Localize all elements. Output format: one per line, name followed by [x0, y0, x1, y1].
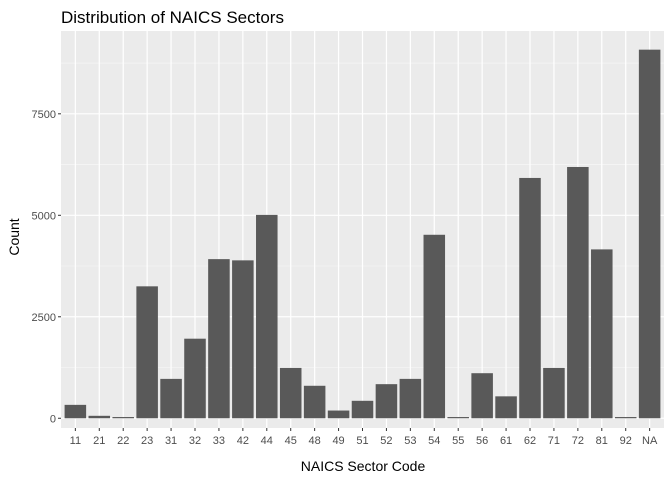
x-axis-title: NAICS Sector Code — [301, 458, 426, 474]
x-tick-label: NA — [642, 435, 658, 447]
x-tick-label: 52 — [380, 435, 392, 447]
y-tick-label: 2500 — [32, 312, 56, 324]
bar-54 — [423, 234, 446, 419]
bar-22 — [112, 417, 134, 419]
bar-81 — [591, 249, 613, 419]
bar-44 — [256, 214, 278, 419]
x-tick-label: 72 — [572, 435, 584, 447]
bar-62 — [519, 177, 541, 419]
x-tick-label: 53 — [404, 435, 416, 447]
bar-11 — [64, 404, 87, 419]
bar-61 — [495, 396, 517, 419]
bar-49 — [327, 410, 350, 419]
x-tick-label: 61 — [500, 435, 512, 447]
x-tick-label: 33 — [213, 435, 225, 447]
bar-71 — [543, 367, 565, 419]
bars — [64, 49, 661, 419]
major-gridlines — [61, 31, 664, 428]
x-tick-label: 56 — [476, 435, 488, 447]
bar-31 — [160, 378, 182, 419]
x-tick-label: 51 — [356, 435, 368, 447]
x-axis: 11 21 22 23 31 32 33 42 44 45 48 49 51 52 53 54 55 56 61 62… — [70, 428, 658, 447]
bar-51 — [351, 400, 374, 419]
y-tick-label: 7500 — [32, 109, 56, 121]
bar-21 — [88, 415, 111, 419]
bar-23 — [136, 286, 158, 419]
x-tick-label: 22 — [117, 435, 129, 447]
x-tick-label: 21 — [93, 435, 105, 447]
x-tick-label: 49 — [332, 435, 344, 447]
x-tick-label: 48 — [309, 435, 321, 447]
x-tick-label: 44 — [261, 435, 273, 447]
bar-72 — [567, 166, 589, 419]
x-tick-label: 55 — [452, 435, 464, 447]
y-tick-label: 5000 — [32, 210, 56, 222]
x-tick-label: 45 — [285, 435, 297, 447]
bar-32 — [184, 338, 206, 419]
bar-55 — [447, 417, 469, 419]
x-tick-label: 31 — [165, 435, 177, 447]
chart-title: Distribution of NAICS Sectors — [61, 8, 284, 27]
x-tick-label: 81 — [596, 435, 608, 447]
bar-NA — [638, 49, 661, 419]
bar-53 — [399, 378, 422, 419]
x-tick-label: 32 — [189, 435, 201, 447]
y-axis: 0 2500 5000 7500 — [32, 109, 61, 425]
bar-56 — [471, 373, 493, 419]
x-tick-label: 71 — [548, 435, 560, 447]
x-tick-label: 23 — [141, 435, 153, 447]
x-tick-label: 92 — [620, 435, 632, 447]
x-tick-label: 62 — [524, 435, 536, 447]
bar-92 — [614, 417, 637, 419]
bar-42 — [232, 260, 254, 419]
x-tick-label: 42 — [237, 435, 249, 447]
bar-48 — [303, 385, 326, 419]
bar-45 — [279, 367, 302, 419]
bar-52 — [375, 384, 398, 419]
y-tick-label: 0 — [50, 413, 56, 425]
x-tick-label: 54 — [428, 435, 440, 447]
x-tick-label: 11 — [70, 435, 81, 447]
y-axis-title: Count — [6, 218, 22, 255]
bar-33 — [208, 259, 230, 419]
